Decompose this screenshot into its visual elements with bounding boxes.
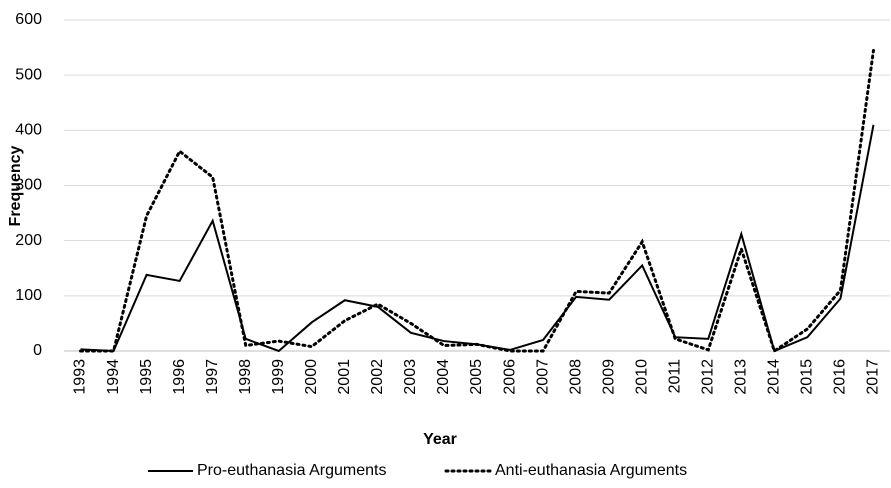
- x-tick-label: 2003: [402, 359, 419, 395]
- y-tick-label: 500: [15, 66, 42, 83]
- x-tick-label: 1993: [72, 359, 89, 395]
- x-tick-label: 2005: [468, 359, 485, 395]
- x-tick-label: 2013: [733, 359, 750, 395]
- y-tick-label: 600: [15, 11, 42, 28]
- x-tick-label: 1995: [138, 359, 155, 395]
- x-tick-label: 2007: [534, 359, 551, 395]
- x-tick-label: 2011: [666, 359, 683, 394]
- x-axis-title: Year: [423, 431, 457, 448]
- x-tick-label: 2000: [303, 359, 320, 395]
- x-tick-label: 2006: [501, 359, 518, 395]
- y-tick-label: 200: [15, 232, 42, 249]
- y-tick-label: 0: [33, 342, 42, 359]
- series-line: [80, 124, 875, 353]
- x-tick-label: 2009: [600, 359, 617, 395]
- x-tick-label: 1999: [270, 359, 287, 395]
- x-tick-label: 2016: [832, 359, 849, 395]
- y-tick-label: 100: [15, 287, 42, 304]
- y-tick-label: 400: [15, 122, 42, 139]
- x-tick-label: 1998: [237, 359, 254, 395]
- x-tick-label: 2002: [369, 359, 386, 395]
- y-axis-title: Frequency: [7, 145, 24, 226]
- x-tick-label: 2004: [435, 359, 452, 395]
- x-tick-label: 2001: [336, 359, 353, 395]
- x-tick-label: 2014: [766, 359, 783, 395]
- legend-label: Pro-euthanasia Arguments: [197, 462, 386, 479]
- legend-label: Anti-euthanasia Arguments: [495, 462, 687, 479]
- x-tick-label: 2008: [567, 359, 584, 395]
- x-tick-label: 1994: [105, 359, 122, 395]
- x-tick-label: 2017: [865, 359, 882, 395]
- series-line: [79, 48, 875, 354]
- y-tick-label: 300: [15, 177, 42, 194]
- x-tick-label: 2015: [799, 359, 816, 395]
- x-tick-label: 2010: [633, 359, 650, 395]
- x-tick-label: 1997: [204, 359, 221, 395]
- x-tick-label: 2012: [699, 359, 716, 395]
- x-tick-label: 1996: [171, 359, 188, 395]
